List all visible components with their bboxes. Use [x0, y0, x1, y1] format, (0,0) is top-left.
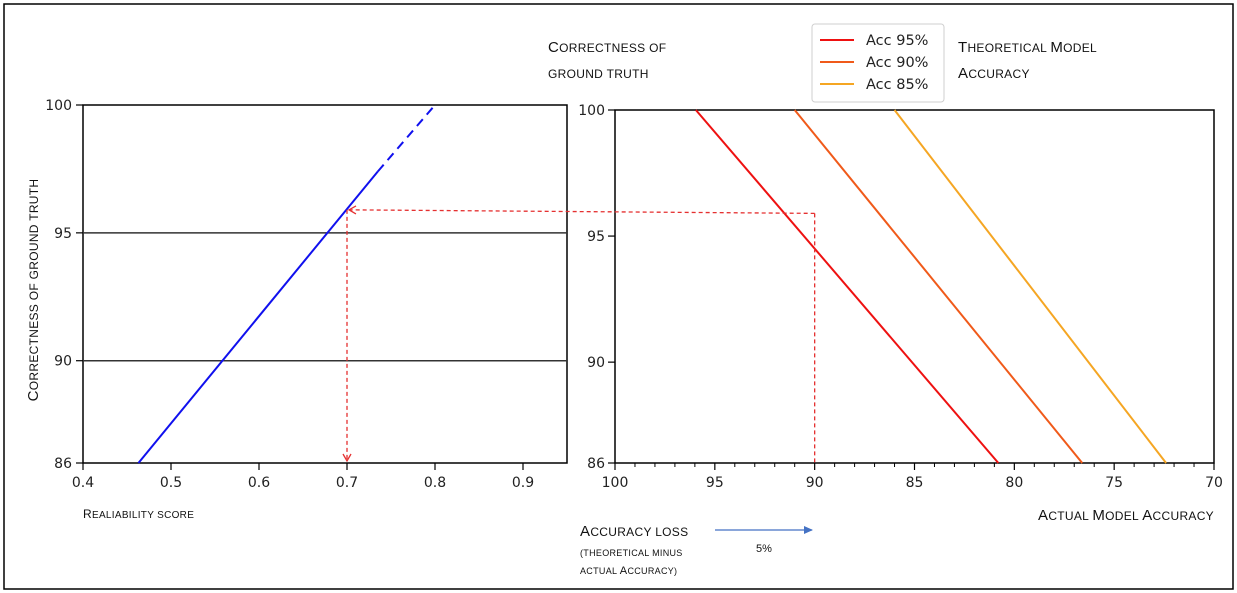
accuracy-loss-subtitle-1: (THEORETICAL MINUS — [580, 548, 683, 558]
left-panel: 0.4 0.5 0.6 0.7 0.8 0.9 86 90 95 100 — [45, 98, 568, 491]
x-tick-label: 90 — [806, 475, 824, 491]
x-tick-label: 0.4 — [72, 475, 94, 491]
left-x-axis-label: REALIABILITY SCORE — [83, 507, 194, 521]
x-tick-label: 100 — [602, 475, 629, 491]
x-tick-label: 0.9 — [512, 475, 534, 491]
series-line — [377, 104, 436, 173]
legend-entry: Acc 85% — [866, 77, 928, 93]
legend-entry: Acc 95% — [866, 33, 928, 49]
y-tick-label: 95 — [54, 226, 72, 242]
x-tick-label: 75 — [1105, 475, 1123, 491]
y-tick-label: 100 — [578, 103, 605, 119]
legend-title-line-2: ACCURACY — [958, 65, 1030, 82]
y-tick-label: 86 — [587, 456, 605, 472]
x-tick-label: 0.7 — [336, 475, 358, 491]
right-x-axis-label: ACTUAL MODEL ACCURACY — [1038, 507, 1214, 524]
x-tick-label: 0.6 — [248, 475, 270, 491]
series-line — [137, 170, 379, 464]
y-tick-label: 95 — [587, 229, 605, 245]
figure-border — [3, 3, 1234, 590]
y-tick-label: 90 — [587, 355, 605, 371]
series-line — [793, 109, 1083, 464]
plot-area-frame — [82, 104, 568, 464]
left-y-axis-label: CORRECTNESS OF GROUND TRUTH — [25, 179, 42, 402]
x-tick-label: 95 — [706, 475, 724, 491]
x-tick-label: 70 — [1205, 475, 1223, 491]
legend: Acc 95% Acc 90% Acc 85% THEORETICAL MODEL AC… — [811, 23, 1097, 103]
legend-entry: Acc 90% — [866, 55, 928, 71]
right-chart-title-line-2: GROUND TRUTH — [548, 67, 649, 81]
series-line — [893, 109, 1167, 464]
x-tick-label: 80 — [1005, 475, 1023, 491]
legend-title-line-1: THEORETICAL MODEL — [958, 39, 1097, 56]
accuracy-loss-note: 5% — [756, 543, 772, 555]
right-chart-title-line-1: CORRECTNESS OF — [548, 39, 666, 56]
cross-panel-arrow — [347, 205, 815, 215]
x-tick-label: 0.8 — [424, 475, 446, 491]
accuracy-loss-subtitle-2: ACTUAL ACCURACY) — [580, 565, 677, 577]
y-tick-label: 90 — [54, 354, 72, 370]
y-tick-label: 100 — [45, 98, 72, 114]
series-line — [695, 109, 1000, 464]
right-panel: 100 95 90 85 80 75 70 86 90 95 100 — [578, 103, 1223, 491]
accuracy-loss-title: ACCURACY LOSS — [580, 523, 688, 540]
y-tick-label: 86 — [54, 456, 72, 472]
x-tick-label: 0.5 — [160, 475, 182, 491]
cross-panel-annotations — [342, 205, 816, 463]
legend-box — [811, 23, 945, 103]
x-tick-label: 85 — [906, 475, 924, 491]
